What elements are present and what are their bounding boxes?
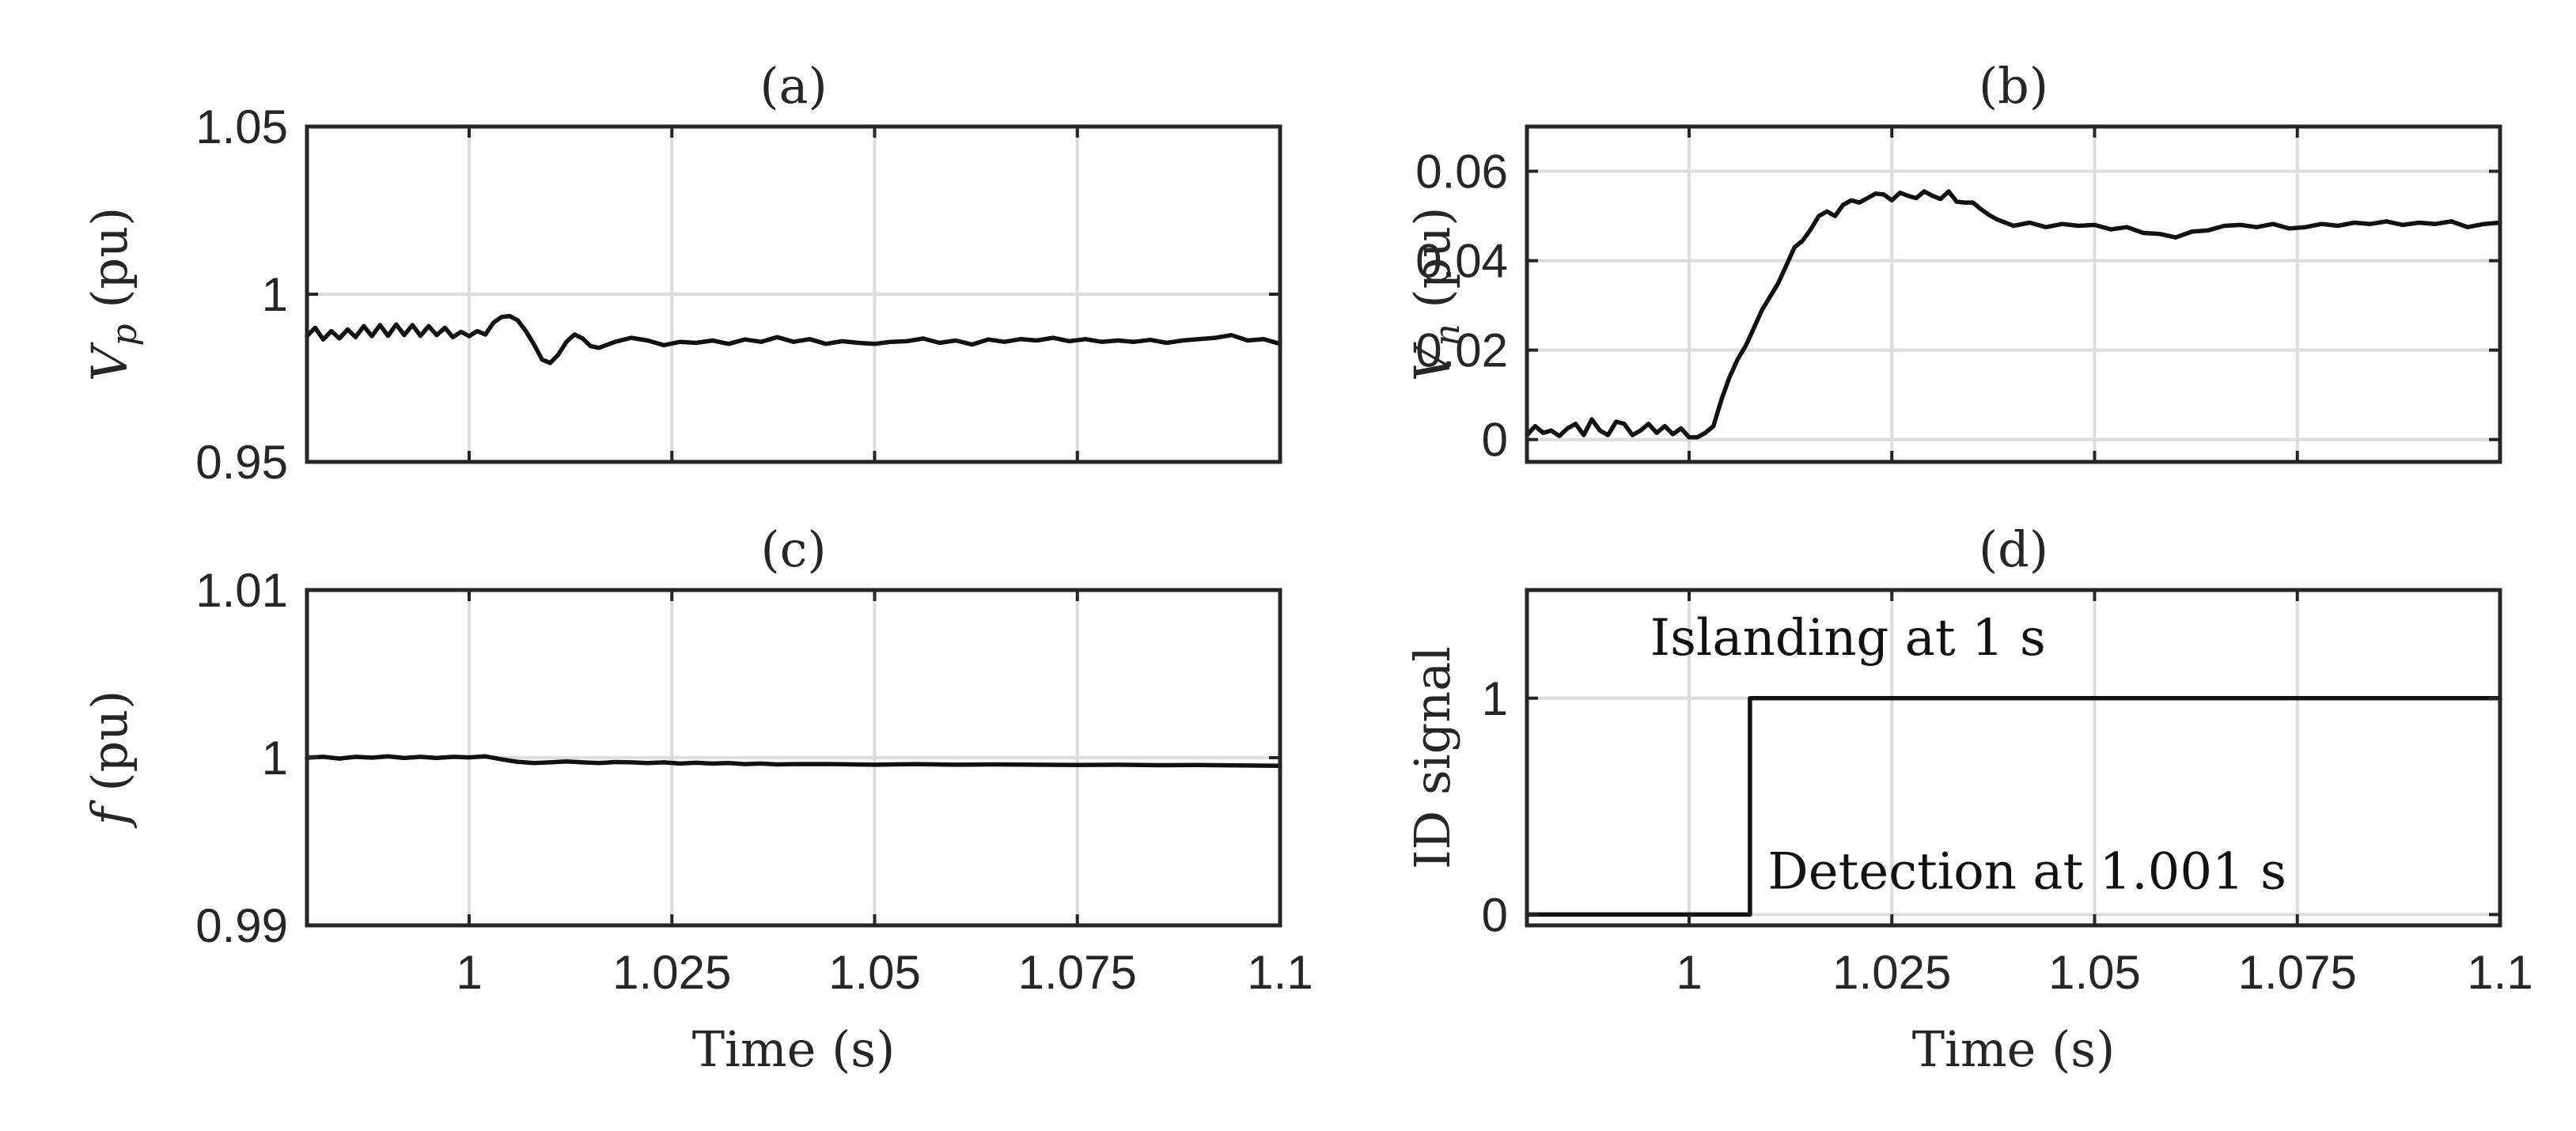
y-axis-label-unit: ID signal: [1404, 646, 1461, 869]
y-axis-label-variable: V: [81, 341, 138, 381]
panel-title: (d): [1979, 520, 2048, 578]
panel-title: (c): [760, 520, 826, 578]
y-axis-label: ID signal: [1404, 646, 1461, 869]
y-axis-label-subscript: n: [1427, 323, 1468, 346]
x-tick-label: 1.1: [2467, 946, 2532, 999]
y-axis-label: f (pu): [81, 690, 138, 829]
y-axis-label-unit: (pu): [81, 207, 138, 324]
y-tick-label: 1.01: [195, 564, 288, 617]
y-tick-label: 0.95: [195, 436, 288, 489]
panel-c: 0.99 1 1.01 1 1.025 1.05 1.075 1.1 (c) Time (s) f …: [81, 520, 1313, 1078]
x-tick-label: 1.025: [1832, 946, 1951, 999]
y-axis-label-variable: V: [1404, 341, 1461, 381]
y-axis-label: Vp (pu): [81, 207, 145, 382]
y-tick-label: 1: [262, 732, 288, 785]
x-axis-label: Time (s): [1912, 1020, 2116, 1078]
panel-title: (b): [1979, 57, 2048, 115]
x-tick-label: 1.05: [2048, 946, 2141, 999]
panel-title: (a): [760, 57, 827, 115]
annotation-text: Detection at 1.001 s: [1767, 842, 2286, 901]
axes-box: [1525, 124, 2502, 464]
y-tick-label: 0.06: [1415, 146, 1508, 199]
series-line-d: [1525, 696, 2502, 917]
y-axis-label-subscript: p: [104, 323, 145, 346]
x-tick-label: 1: [1676, 946, 1702, 999]
y-tick-label: 0.04: [1415, 235, 1508, 288]
series-line-a: [305, 313, 1282, 365]
x-tick-label: 1.075: [1018, 946, 1137, 999]
x-tick-label: 1: [456, 946, 482, 999]
series-line-c: [305, 754, 1282, 768]
y-tick-label: 1: [1482, 672, 1508, 725]
x-axis-label: Time (s): [692, 1020, 896, 1078]
y-tick-label: 1.05: [195, 100, 288, 153]
x-tick-label: 1.025: [612, 946, 731, 999]
y-tick-label: 0: [1482, 414, 1508, 467]
y-axis-label-unit: (pu): [1404, 207, 1461, 324]
y-axis-label: Vn (pu): [1404, 207, 1468, 382]
x-tick-label: 1.05: [828, 946, 921, 999]
y-tick-label: 0.02: [1415, 324, 1508, 377]
panel-a: 0.95 1 1.05 (a) Vp (pu): [81, 57, 1282, 489]
y-axis-label-unit: (pu): [81, 690, 138, 808]
x-tick-label: 1.075: [2238, 946, 2357, 999]
y-tick-label: 0.99: [195, 899, 288, 952]
axes-box: [1525, 588, 2502, 928]
annotation-text: Islanding at 1 s: [1650, 609, 2046, 668]
series-line-b: [1525, 189, 2502, 440]
panel-d: 0 1 1 1.025 1.05 1.075 1.1 (d) Time (s) ID signal…: [1404, 520, 2533, 1078]
y-tick-label: 0: [1482, 888, 1508, 941]
panel-b: 0 0.02 0.04 0.06 (b) Vn (pu): [1404, 57, 2502, 467]
x-tick-label: 1.1: [1247, 946, 1313, 999]
y-tick-label: 1: [262, 268, 288, 321]
